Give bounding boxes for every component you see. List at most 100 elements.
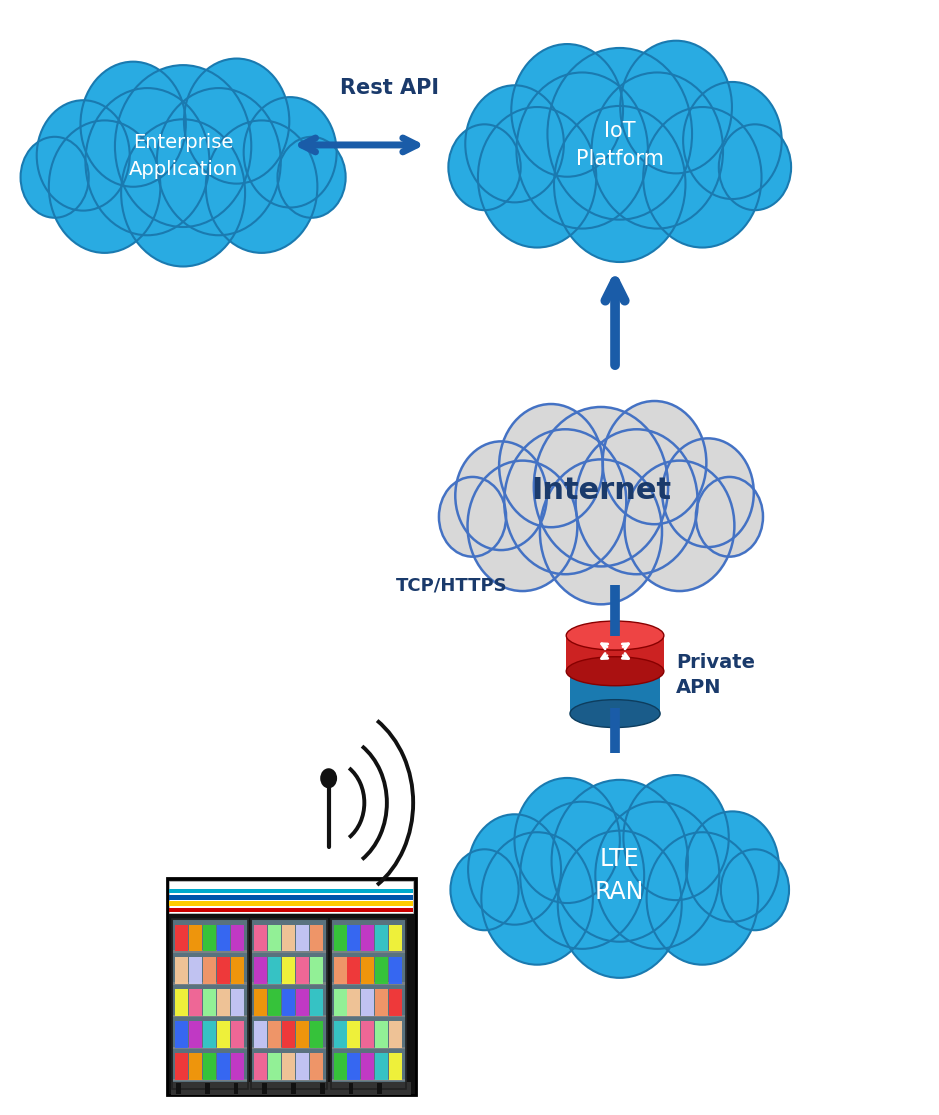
- Text: Private
APN: Private APN: [676, 652, 755, 697]
- Bar: [310, 1054, 323, 1079]
- Bar: [254, 957, 268, 983]
- Circle shape: [643, 107, 762, 248]
- Circle shape: [623, 775, 729, 900]
- Circle shape: [278, 137, 346, 217]
- Bar: [566, 636, 664, 671]
- Bar: [283, 925, 295, 951]
- Bar: [333, 989, 346, 1016]
- Circle shape: [439, 477, 506, 556]
- Bar: [217, 957, 230, 983]
- Bar: [169, 889, 412, 893]
- Bar: [169, 895, 412, 900]
- Bar: [570, 671, 660, 714]
- Bar: [376, 1054, 389, 1079]
- Circle shape: [85, 88, 209, 235]
- Bar: [269, 989, 282, 1016]
- Bar: [175, 1021, 188, 1048]
- Bar: [173, 982, 247, 985]
- Bar: [175, 1054, 188, 1079]
- Bar: [331, 919, 406, 1088]
- Bar: [231, 1054, 244, 1079]
- Bar: [283, 1021, 295, 1048]
- Bar: [253, 982, 326, 985]
- Bar: [333, 925, 346, 951]
- Bar: [347, 957, 361, 983]
- Bar: [254, 989, 268, 1016]
- Circle shape: [451, 850, 518, 930]
- Bar: [347, 989, 361, 1016]
- Circle shape: [533, 407, 669, 566]
- Circle shape: [21, 137, 88, 217]
- Bar: [217, 1021, 230, 1048]
- Bar: [203, 1054, 216, 1079]
- Bar: [167, 879, 415, 1095]
- Bar: [173, 1015, 247, 1017]
- Bar: [310, 989, 323, 1016]
- Bar: [296, 957, 309, 983]
- Circle shape: [551, 779, 688, 942]
- Bar: [269, 1021, 282, 1048]
- Circle shape: [603, 401, 706, 524]
- Bar: [269, 1054, 282, 1079]
- Bar: [252, 919, 327, 1088]
- Bar: [173, 950, 247, 952]
- Bar: [347, 1021, 361, 1048]
- Bar: [376, 989, 389, 1016]
- Circle shape: [558, 831, 682, 978]
- Circle shape: [662, 438, 754, 547]
- Bar: [169, 901, 412, 905]
- Circle shape: [592, 72, 723, 229]
- Text: Internet: Internet: [531, 476, 671, 505]
- Bar: [169, 908, 412, 912]
- Bar: [390, 989, 402, 1016]
- Circle shape: [647, 832, 758, 964]
- Bar: [203, 925, 216, 951]
- Circle shape: [624, 460, 734, 591]
- Circle shape: [696, 477, 763, 556]
- Ellipse shape: [570, 657, 660, 685]
- Bar: [254, 1021, 268, 1048]
- Circle shape: [320, 768, 337, 788]
- Bar: [390, 1054, 402, 1079]
- Bar: [169, 881, 412, 912]
- Bar: [376, 925, 389, 951]
- Bar: [189, 1054, 202, 1079]
- Text: LTE
RAN: LTE RAN: [595, 846, 644, 904]
- Bar: [269, 957, 282, 983]
- Circle shape: [684, 83, 781, 200]
- Bar: [296, 1054, 309, 1079]
- Bar: [331, 919, 406, 1088]
- Circle shape: [595, 802, 719, 949]
- Bar: [333, 1054, 346, 1079]
- Bar: [331, 950, 405, 952]
- Bar: [283, 1054, 295, 1079]
- Bar: [254, 1054, 268, 1079]
- Bar: [333, 1021, 346, 1048]
- Bar: [283, 989, 295, 1016]
- Bar: [376, 1021, 389, 1048]
- Circle shape: [121, 119, 245, 266]
- Text: TCP/HTTPS: TCP/HTTPS: [395, 576, 507, 594]
- Bar: [390, 1021, 402, 1048]
- Circle shape: [469, 814, 562, 924]
- Circle shape: [478, 107, 596, 248]
- Bar: [333, 957, 346, 983]
- Bar: [173, 919, 248, 1088]
- Bar: [291, 1084, 296, 1095]
- Bar: [253, 1047, 326, 1049]
- Bar: [203, 989, 216, 1016]
- Text: Rest API: Rest API: [340, 78, 439, 98]
- Ellipse shape: [566, 657, 664, 686]
- Bar: [231, 957, 244, 983]
- Circle shape: [685, 812, 779, 922]
- Circle shape: [520, 802, 644, 949]
- Bar: [347, 925, 361, 951]
- Bar: [254, 925, 268, 951]
- Bar: [296, 925, 309, 951]
- Circle shape: [37, 100, 130, 211]
- Circle shape: [504, 429, 626, 574]
- Bar: [376, 957, 389, 983]
- Bar: [175, 925, 188, 951]
- Bar: [173, 1079, 247, 1082]
- Bar: [189, 989, 202, 1016]
